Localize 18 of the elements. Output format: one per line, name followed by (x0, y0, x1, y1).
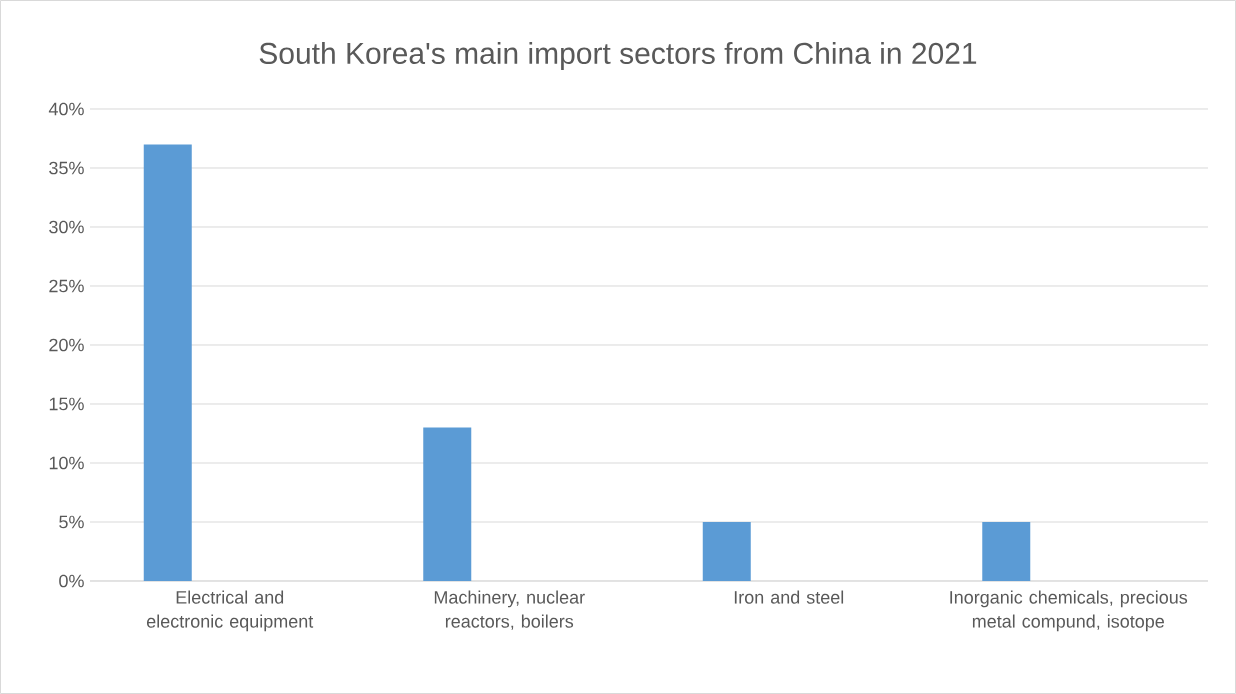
x-tick-label: Iron and steel (734, 590, 844, 604)
bar (702, 522, 751, 581)
x-tick-label: Inorganic chemicals, precious metal compund, isotope (950, 590, 1188, 632)
y-tick-label: 0% (59, 574, 84, 588)
bar (143, 144, 192, 581)
bar (423, 427, 472, 581)
x-tick-label: Machinery, nuclear reactors, boilers (434, 590, 585, 630)
bar (982, 522, 1031, 581)
y-tick-label: 35% (49, 161, 84, 175)
x-tick-label: Electrical and electronic equipment (146, 590, 314, 632)
y-tick-label: 10% (49, 456, 84, 470)
chart-title: South Korea's main import sectors from China in 2021 (259, 42, 977, 70)
y-tick-label: 20% (49, 338, 84, 352)
y-tick-label: 5% (59, 515, 84, 529)
y-tick-label: 30% (49, 220, 84, 234)
y-tick-label: 40% (48, 102, 84, 116)
y-tick-label: 15% (49, 397, 84, 411)
y-tick-label: 25% (49, 279, 84, 293)
